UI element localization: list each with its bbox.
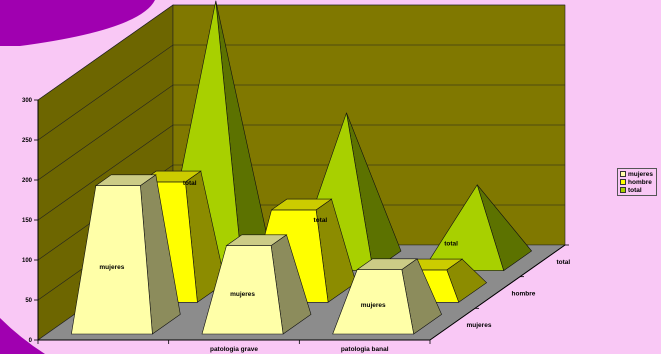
legend-label-mujeres: mujeres [628, 170, 653, 178]
legend-swatch-total [620, 187, 626, 193]
corner-decoration-top [0, 0, 155, 46]
x-category-label: patologia grave [210, 346, 258, 353]
y-tick-label: 250 [22, 138, 33, 144]
legend-item-mujeres: mujeres [620, 170, 653, 178]
mark-mujeres-0 [71, 174, 181, 335]
y-tick-label: 150 [22, 218, 33, 224]
mark-mujeres-2 [332, 258, 442, 335]
data-label-mujeres: mujeres [361, 302, 386, 309]
legend-label-hombre: hombre [628, 178, 652, 186]
y-tick-label: 100 [22, 258, 33, 264]
gridline [37, 84, 565, 181]
mark-top-face [94, 174, 157, 186]
y-tick-label: 200 [22, 178, 33, 184]
legend-item-total: total [620, 186, 653, 194]
mark-top-face [356, 258, 419, 270]
legend-swatch-mujeres [620, 171, 626, 177]
data-label-total: total [444, 241, 458, 248]
data-label-total: total [314, 217, 328, 224]
depth-axis-label: total [557, 259, 571, 266]
data-label-mujeres: mujeres [230, 291, 255, 298]
x-category-label: patologia banal [341, 346, 389, 353]
legend-swatch-hombre [620, 179, 626, 185]
depth-axis-line [429, 244, 566, 341]
y-tick-label: 300 [22, 98, 33, 104]
y-tick-label: 0 [29, 338, 33, 344]
depth-axis-label: mujeres [467, 322, 492, 329]
depth-axis-label: hombre [512, 291, 536, 298]
data-label-mujeres: mujeres [99, 264, 124, 271]
data-label-total: total [183, 180, 197, 187]
gridline [37, 44, 565, 141]
chart-legend: mujeres hombre total [617, 168, 657, 196]
corner-decoration-bottom [0, 318, 45, 354]
gridline [37, 124, 565, 221]
mark-top-face [270, 198, 333, 211]
gridline [37, 164, 565, 261]
legend-item-hombre: hombre [620, 178, 653, 186]
gridline [37, 4, 565, 101]
mark-mujeres-1 [201, 234, 312, 335]
mark-top-face [225, 234, 288, 246]
y-tick-label: 50 [25, 298, 32, 304]
legend-label-total: total [628, 186, 642, 194]
